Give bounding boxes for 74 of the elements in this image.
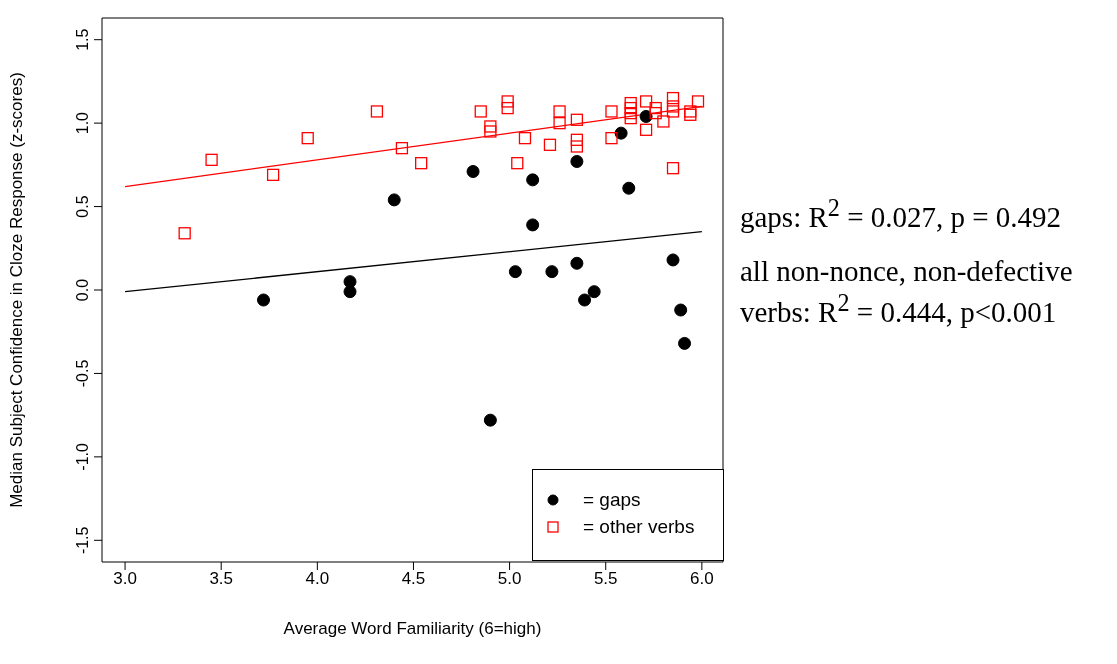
point [570, 113, 584, 126]
point [301, 132, 314, 145]
point [622, 181, 636, 195]
x-tick-label: 3.5 [209, 569, 234, 589]
point [484, 120, 497, 133]
point [678, 336, 692, 350]
point [370, 105, 384, 118]
point [570, 133, 584, 146]
point [691, 95, 705, 108]
point [474, 105, 487, 118]
point [395, 142, 409, 155]
text: all non-nonce, non-defective verbs: R$^{2}$ = 0.444, p<0.001 [740, 254, 1074, 328]
point [587, 285, 601, 299]
point [266, 168, 280, 182]
point [387, 193, 401, 207]
y-tick-label: 1.5 [74, 28, 91, 51]
point [518, 132, 532, 145]
point [511, 157, 524, 170]
point [553, 116, 566, 130]
x-tick-label: 3.0 [113, 569, 137, 589]
point [415, 157, 428, 170]
x-tick-label: 5.5 [593, 569, 618, 589]
point [605, 132, 618, 145]
y-tick-label: -1.0 [74, 442, 91, 471]
y-tick-label: -1.5 [74, 526, 91, 555]
point [257, 293, 270, 307]
legend-label: = gaps [583, 488, 641, 512]
x-tick-label: 5.0 [497, 569, 522, 589]
point [657, 115, 670, 128]
y-tick-label: 1.0 [74, 111, 91, 135]
point [649, 106, 662, 120]
x-axis-title: Average Word Familiarity (6=high) [283, 619, 542, 638]
point [343, 285, 357, 299]
point [649, 101, 662, 115]
point [624, 96, 637, 110]
text: gaps: R$^{2}$ = 0.027, p = 0.492 [740, 193, 1063, 233]
y-tick-label: -0.5 [74, 359, 91, 388]
point [205, 153, 218, 166]
point [570, 155, 584, 169]
y-tick-label: 0.5 [74, 195, 91, 218]
point [484, 125, 497, 138]
x-tick-label: 4.5 [401, 569, 426, 589]
point [624, 111, 637, 125]
point [666, 162, 680, 175]
point [483, 413, 497, 427]
point [674, 303, 688, 317]
point [570, 256, 584, 270]
point [178, 227, 191, 240]
point [545, 265, 559, 279]
point [501, 95, 514, 108]
point [501, 101, 514, 115]
x-tick-label: 6.0 [690, 569, 714, 589]
point [639, 109, 653, 123]
point [666, 91, 680, 105]
point [639, 95, 653, 108]
point [666, 253, 680, 267]
point [578, 293, 592, 307]
point [666, 100, 680, 113]
point [624, 101, 637, 115]
point [639, 123, 653, 136]
point [570, 140, 584, 153]
x-tick-label: 4.0 [305, 569, 330, 589]
point [543, 138, 557, 151]
point [508, 265, 522, 279]
y-axis-title: Median Subject Confidence in Cloze Response (z-scores) [7, 72, 27, 508]
legend-label: = other verbs [583, 515, 695, 539]
y-tick-label: 0.0 [74, 278, 91, 302]
point [605, 105, 618, 118]
point [624, 106, 637, 120]
point [526, 218, 540, 232]
point [526, 173, 540, 187]
point [666, 105, 680, 118]
point [466, 165, 480, 179]
point [553, 105, 566, 118]
